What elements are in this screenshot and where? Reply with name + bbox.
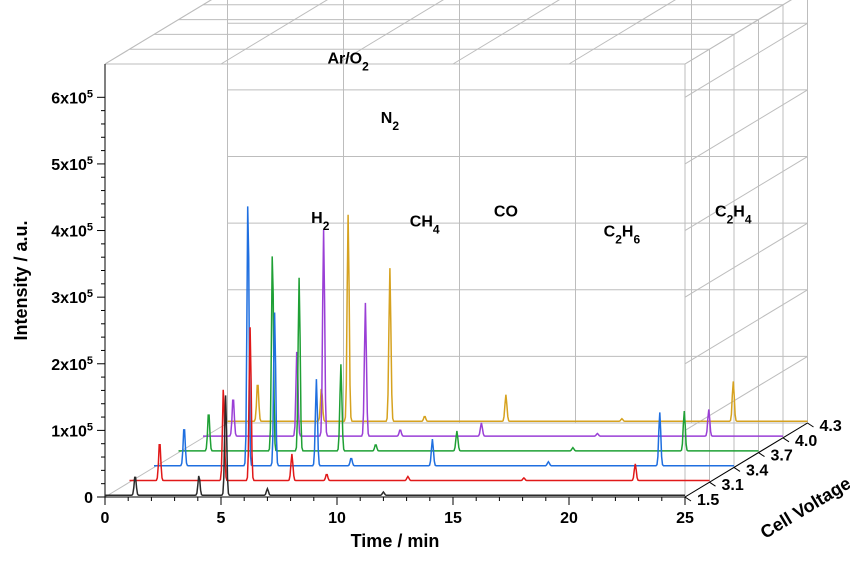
peak-label: H2 xyxy=(311,210,330,233)
z-axis-title: Cell Voltage / V xyxy=(757,459,850,543)
series-line xyxy=(130,327,710,480)
series-line xyxy=(228,215,808,421)
z-tick-label: 3.1 xyxy=(722,477,744,494)
y-tick-label: 2x105 xyxy=(51,355,93,374)
y-tick-label: 1x105 xyxy=(51,421,93,440)
x-tick-label: 15 xyxy=(444,510,462,527)
peak-label: N2 xyxy=(381,110,400,133)
chart-svg: 0 5 10 15 20 25 0 1x105 2x105 3x105 4x105 5x105 6x10… xyxy=(0,0,850,564)
chart-stage: 0 5 10 15 20 25 0 1x105 2x105 3x105 4x105 5x105 6x10… xyxy=(0,0,850,564)
peak-labels: H2Ar/O2N2CH4COC2H6C2H4 xyxy=(311,50,752,246)
series-group xyxy=(105,206,808,495)
series-line xyxy=(203,230,783,437)
peak-label: CH4 xyxy=(410,213,440,236)
y-tick-label: 5x105 xyxy=(51,155,93,174)
y-tick-label: 0 xyxy=(84,490,93,507)
y-axis-title: Intensity / a.u. xyxy=(11,220,31,340)
peak-label: CO xyxy=(494,203,518,220)
grid xyxy=(105,0,808,497)
y-tick-label: 4x105 xyxy=(51,222,93,241)
z-tick-label: 3.7 xyxy=(771,448,793,465)
x-tick-label: 0 xyxy=(101,510,110,527)
y-tick-label: 3x105 xyxy=(51,288,93,307)
y-tick-label: 6x105 xyxy=(51,88,93,107)
z-tick-label: 1.5 xyxy=(697,492,719,509)
peak-label: C2H6 xyxy=(604,223,641,246)
x-axis-title: Time / min xyxy=(351,531,440,551)
z-tick-label: 4.3 xyxy=(820,418,842,435)
x-tick-label: 20 xyxy=(560,510,578,527)
z-tick-label: 3.4 xyxy=(746,462,768,479)
axes: 0 5 10 15 20 25 0 1x105 2x105 3x105 4x105 5x105 6x10… xyxy=(11,88,850,551)
z-tick-label: 4.0 xyxy=(795,433,817,450)
series-line xyxy=(154,206,734,465)
x-tick-label: 5 xyxy=(217,510,226,527)
x-tick-label: 10 xyxy=(328,510,346,527)
x-tick-label: 25 xyxy=(676,510,694,527)
peak-label: Ar/O2 xyxy=(327,50,369,73)
